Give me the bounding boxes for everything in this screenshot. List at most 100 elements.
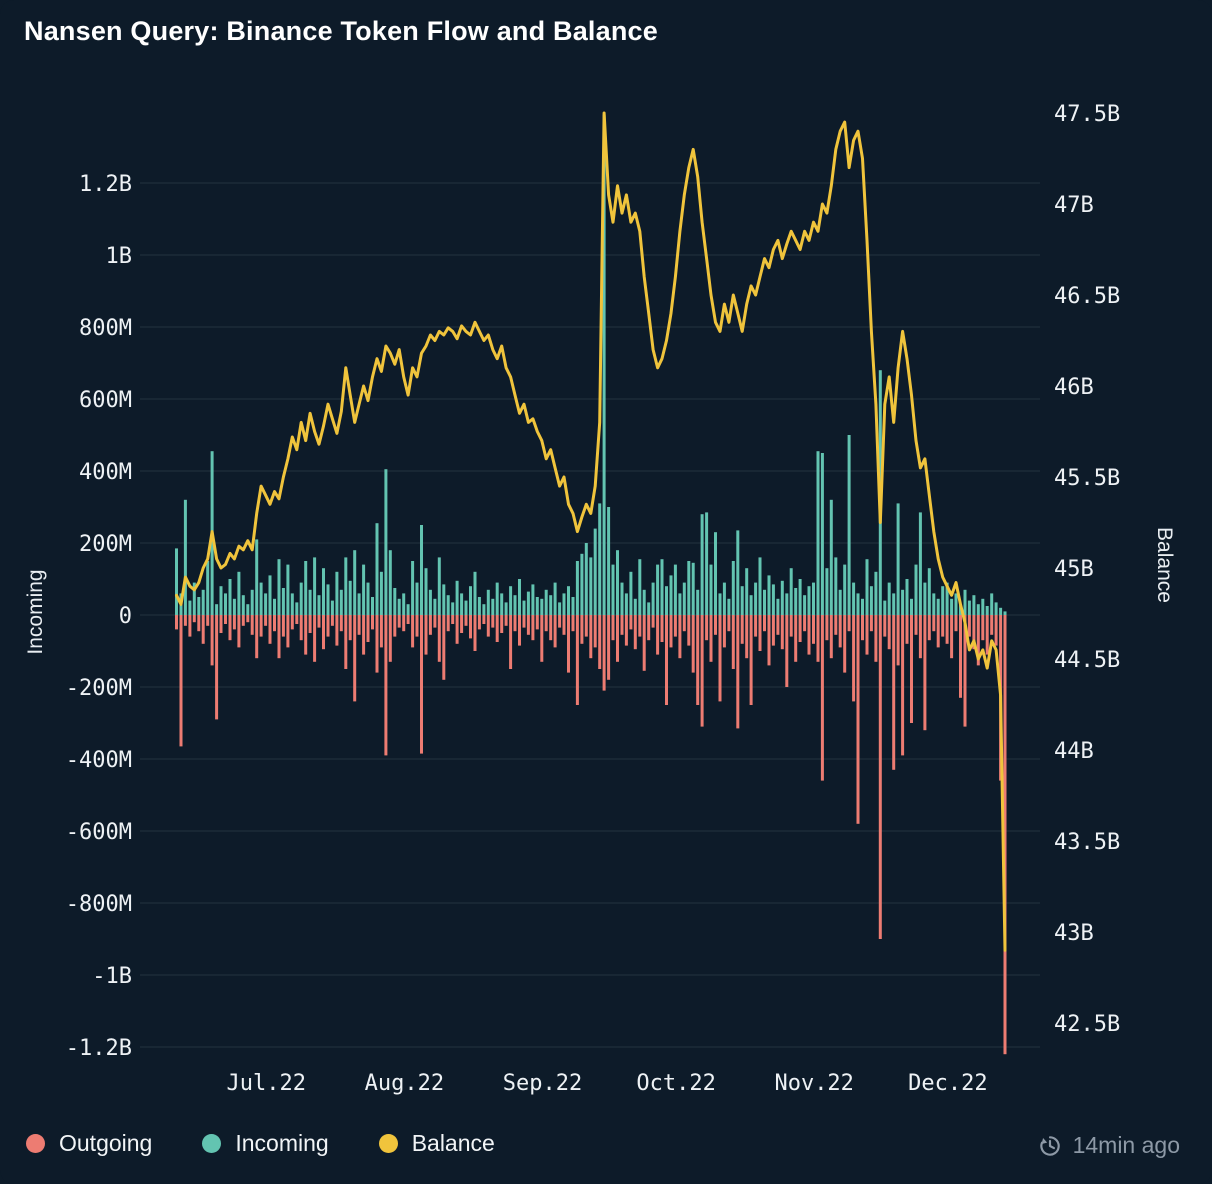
outgoing-bar [731, 615, 735, 669]
outgoing-bar [803, 615, 807, 632]
outgoing-bar [763, 615, 766, 632]
outgoing-bar [709, 615, 713, 662]
outgoing-bar [264, 615, 268, 626]
outgoing-bar [206, 615, 210, 626]
y-tick-label-right: 43B [1054, 921, 1094, 946]
incoming-bar [326, 584, 330, 615]
outgoing-bar [473, 615, 477, 651]
y-tick-label-right: 47B [1054, 193, 1094, 218]
outgoing-bar [812, 615, 815, 644]
outgoing-bar [522, 615, 526, 628]
legend-item-balance[interactable]: Balance [378, 1130, 495, 1157]
outgoing-bar [330, 615, 334, 626]
outgoing-bar [887, 615, 891, 650]
incoming-bar [406, 604, 410, 615]
outgoing-bar [954, 615, 958, 632]
incoming-bar [175, 548, 178, 615]
incoming-bar [807, 586, 811, 615]
incoming-bar [424, 568, 428, 615]
outgoing-bar [540, 615, 544, 662]
incoming-bar [451, 602, 455, 615]
outgoing-bar [714, 615, 717, 635]
incoming-bar [963, 589, 967, 615]
incoming-bar [469, 586, 472, 615]
outgoing-bar [611, 615, 615, 641]
incoming-bar [887, 582, 891, 615]
incoming-bar [442, 584, 446, 615]
incoming-bar [834, 557, 838, 615]
incoming-bar [985, 606, 989, 615]
outgoing-bar [299, 615, 303, 641]
outgoing-bar [290, 615, 294, 630]
legend: Outgoing Incoming Balance [26, 1130, 495, 1157]
incoming-bar [722, 582, 726, 615]
incoming-bar [825, 568, 829, 615]
outgoing-bar [598, 615, 602, 669]
incoming-bar [771, 584, 775, 615]
incoming-bar [228, 579, 232, 615]
y-tick-label-right: 46B [1054, 375, 1094, 400]
outgoing-bar [910, 615, 913, 723]
outgoing-bar [878, 615, 882, 939]
outgoing-bar [433, 615, 437, 628]
x-tick-label: Aug.22 [365, 1071, 444, 1096]
incoming-bar [673, 564, 677, 615]
outgoing-bar [901, 615, 905, 756]
incoming-bar [464, 600, 468, 615]
outgoing-bar [865, 615, 869, 655]
outgoing-bar [286, 615, 290, 648]
incoming-bar [1003, 611, 1007, 615]
outgoing-bar [994, 615, 998, 646]
y-tick-label-right: 45B [1054, 557, 1094, 582]
incoming-bar [714, 532, 717, 615]
incoming-bar [371, 597, 374, 615]
incoming-bar [687, 561, 691, 615]
outgoing-bar [923, 615, 927, 731]
outgoing-bar [780, 615, 784, 650]
y-tick-label-left: 400M [79, 460, 132, 485]
y-tick-label-right: 46.5B [1054, 284, 1120, 309]
incoming-bar [932, 593, 936, 615]
outgoing-bar [308, 615, 312, 633]
outgoing-bar [362, 615, 366, 655]
outgoing-bar [767, 615, 771, 666]
outgoing-bar [495, 615, 499, 642]
incoming-bar [264, 593, 268, 615]
outgoing-bar [990, 615, 994, 635]
outgoing-bar [892, 615, 896, 770]
incoming-bar [286, 564, 290, 615]
outgoing-bar [255, 615, 259, 659]
incoming-bar [388, 550, 392, 615]
outgoing-bar [406, 615, 410, 624]
incoming-bar [718, 593, 722, 615]
outgoing-bar [651, 615, 655, 628]
chart-title: Nansen Query: Binance Token Flow and Bal… [24, 16, 658, 46]
outgoing-bar [700, 615, 704, 727]
outgoing-bar [268, 615, 272, 644]
incoming-bar [281, 588, 285, 615]
outgoing-bar [273, 615, 276, 632]
outgoing-bar [469, 615, 472, 639]
incoming-bar [241, 595, 245, 615]
incoming-bar [504, 602, 508, 615]
incoming-bar [682, 582, 686, 615]
outgoing-bar [624, 615, 628, 646]
incoming-bar [277, 559, 281, 615]
outgoing-bar [727, 615, 731, 632]
incoming-bar [188, 600, 192, 615]
outgoing-bar [553, 615, 557, 648]
incoming-bar [633, 598, 637, 615]
incoming-bar [357, 593, 361, 615]
legend-item-incoming[interactable]: Incoming [202, 1130, 329, 1157]
incoming-bar [976, 604, 980, 615]
legend-item-outgoing[interactable]: Outgoing [26, 1130, 152, 1157]
outgoing-bar [224, 615, 227, 624]
outgoing-bar [959, 615, 962, 698]
incoming-bar [945, 582, 949, 615]
outgoing-bar [936, 615, 940, 648]
y-tick-label-right: 43.5B [1054, 830, 1120, 855]
outgoing-bar [1003, 615, 1007, 1055]
outgoing-bar [669, 615, 673, 648]
incoming-bar [798, 579, 802, 615]
